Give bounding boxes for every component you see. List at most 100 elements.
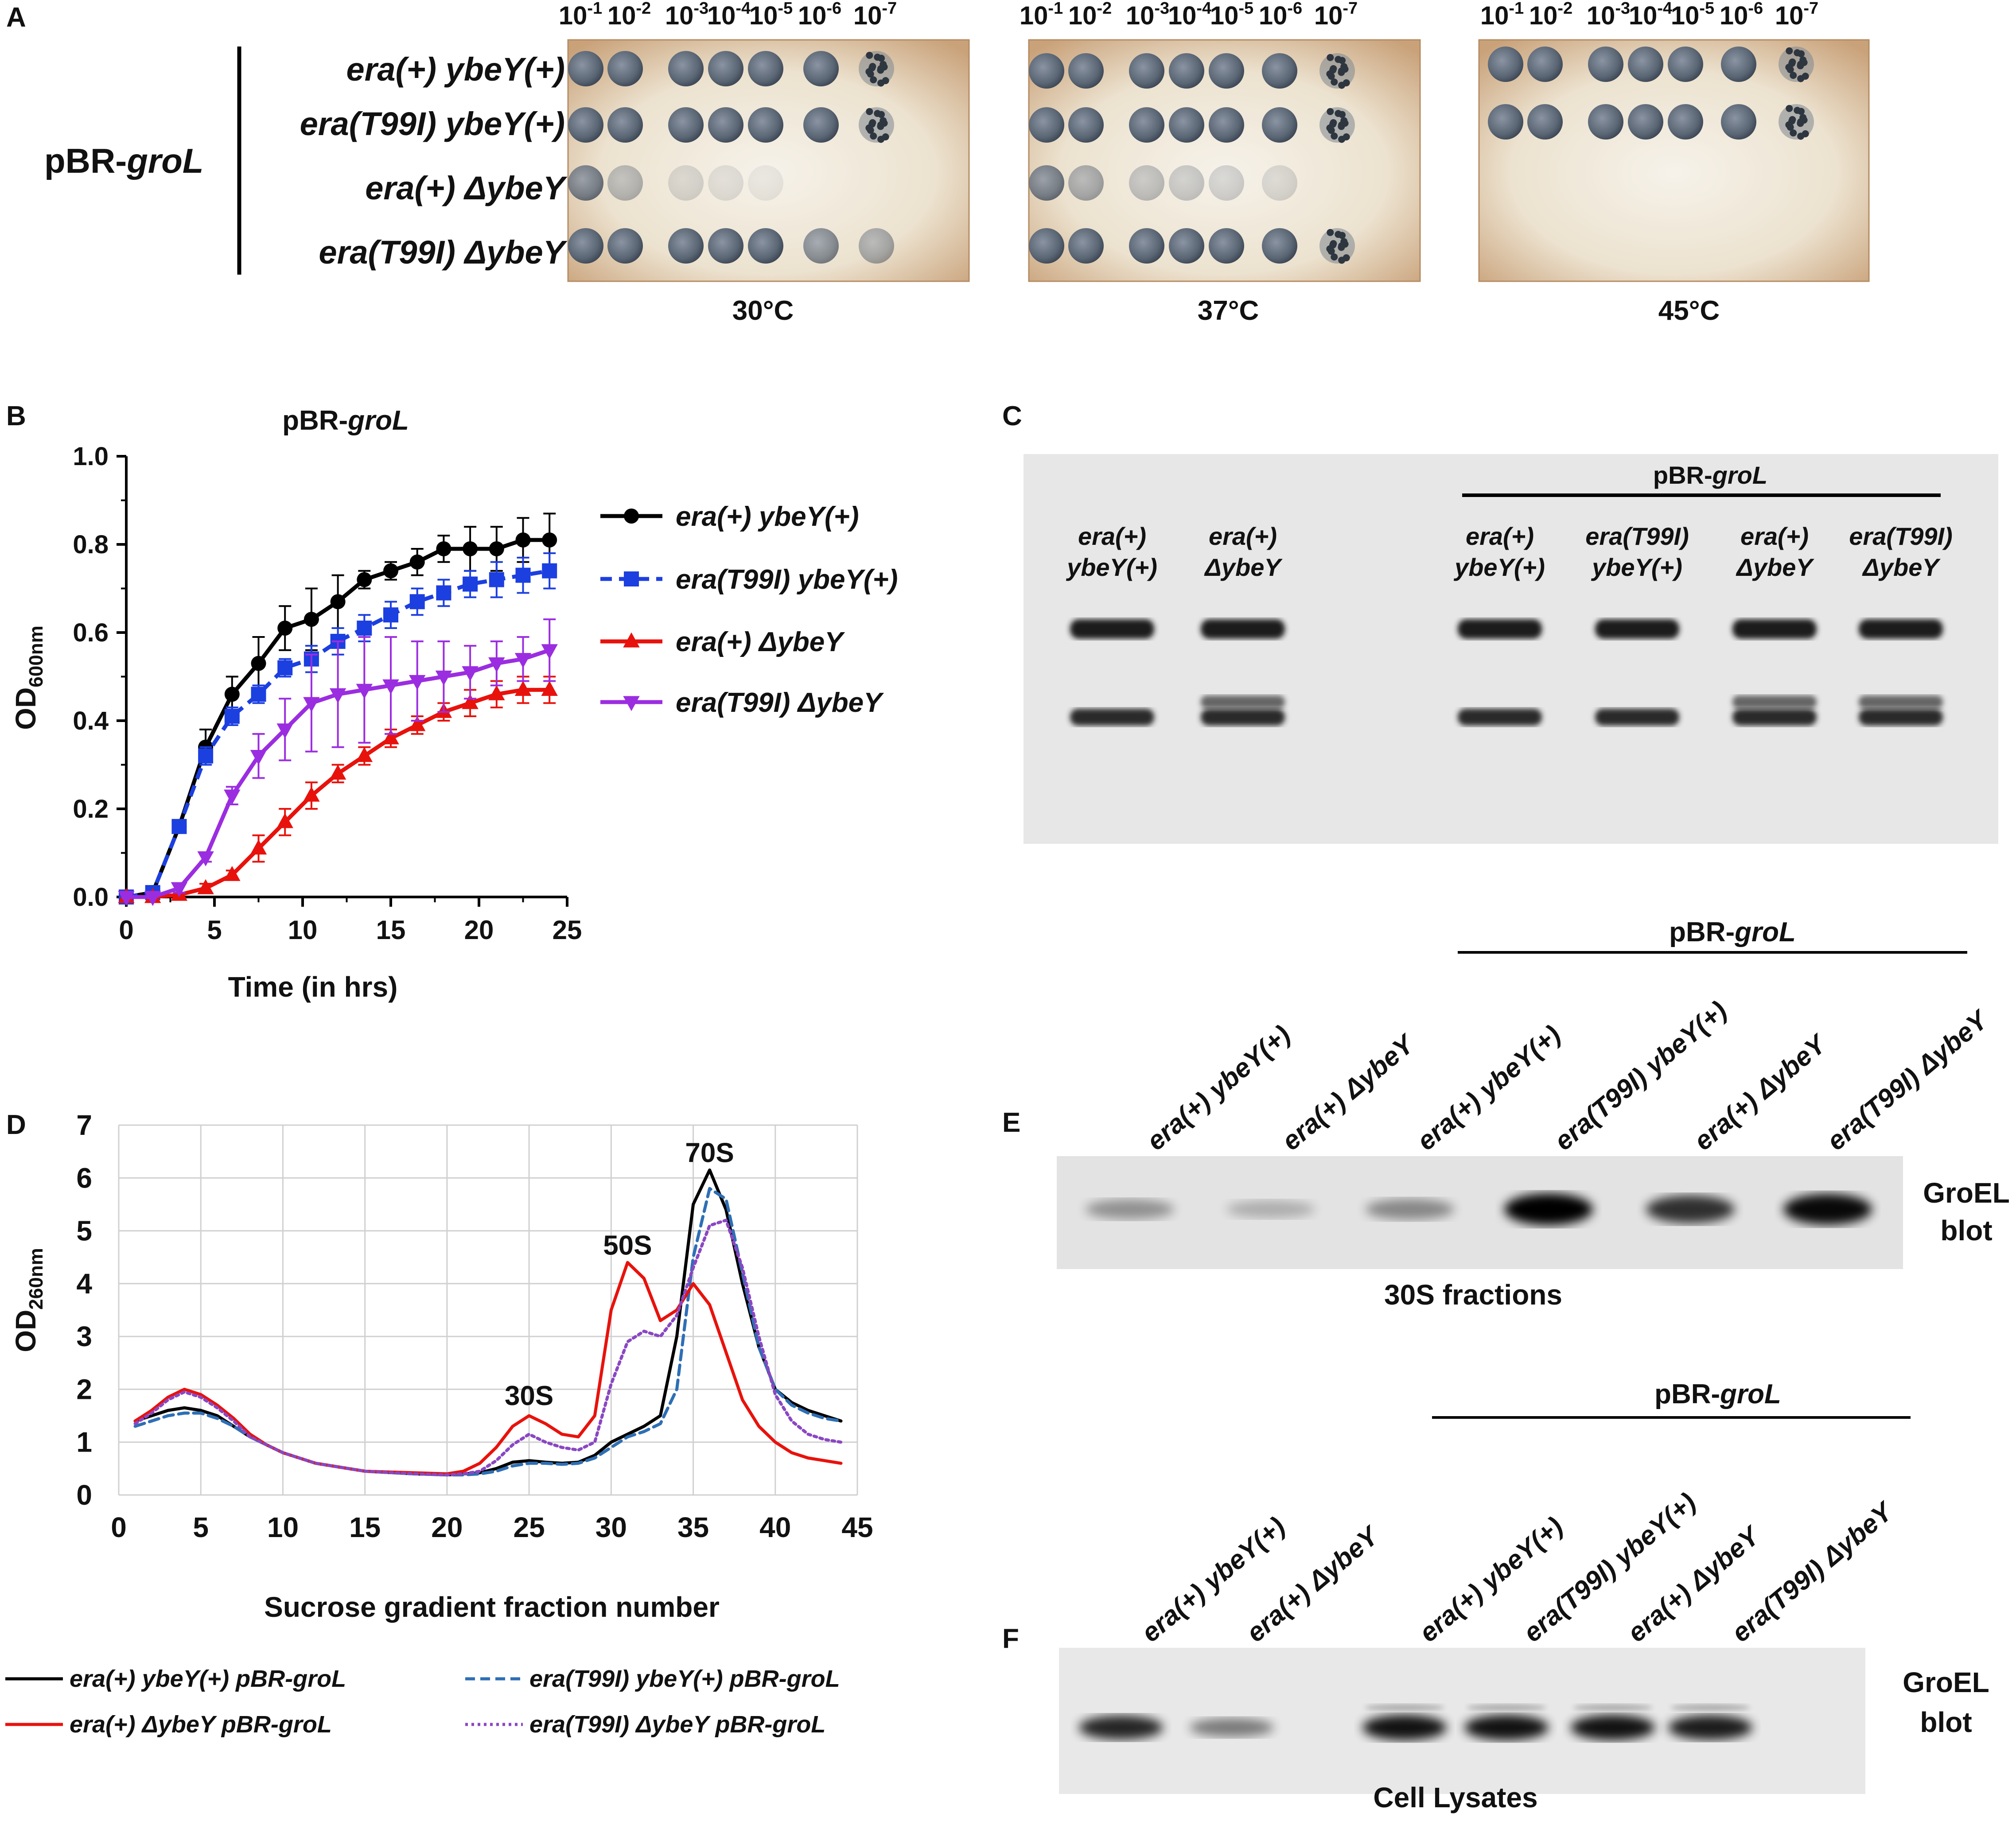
colony-spot [1129, 165, 1164, 201]
groel-upper-band [1670, 1704, 1750, 1711]
temp-label-37: 37°C [1198, 295, 1259, 326]
data-point [197, 851, 214, 866]
data-point [409, 716, 426, 731]
colony-spot [1527, 104, 1563, 140]
data-point [514, 653, 532, 668]
x-tick-label: 5 [193, 1511, 209, 1543]
data-point [436, 541, 451, 556]
lane-label-bottom: ΔybeY [1736, 553, 1814, 581]
band-16s [1859, 709, 1943, 726]
data-point [251, 687, 266, 702]
dilution-label: 10-3 [1126, 0, 1169, 30]
colony-spot [1129, 53, 1164, 89]
lane-label-bottom: ΔybeY [1862, 553, 1941, 581]
colony [1790, 72, 1797, 79]
legend-label: era(T99I) ybeY(+) [676, 564, 898, 595]
blot-f-plasmid-label: pBR-groL [1654, 1379, 1781, 1409]
gel-lane: era(+) ΔybeY [1732, 522, 1817, 726]
data-point [144, 891, 161, 906]
colony-spot [607, 107, 643, 143]
data-point [171, 882, 188, 897]
data-point [171, 819, 187, 834]
x-tick-label: 0 [119, 915, 133, 945]
dilution-label: 10-3 [665, 0, 708, 30]
band-16s [1595, 709, 1679, 726]
colony-spot [1129, 107, 1164, 143]
colony [1339, 111, 1346, 118]
colony-spot [668, 107, 704, 143]
colony-spot [1588, 47, 1623, 82]
panel-letter-a: A [6, 2, 26, 33]
groel-band [1190, 1718, 1274, 1737]
chart-b-series [118, 513, 558, 906]
lane-label-bottom: ybeY(+) [1066, 553, 1157, 581]
blot-e-plasmid-label: pBR-groL [1669, 917, 1796, 947]
legend-entry: era(+) ybeY(+) pBR-groL [5, 1666, 346, 1692]
colony-spot [1209, 107, 1244, 143]
data-point [251, 656, 266, 671]
plate-37°C [1028, 39, 1421, 282]
colony [1339, 232, 1346, 239]
colony-spot [1068, 165, 1104, 201]
y-tick-label: 1.0 [73, 442, 109, 471]
colony [1326, 70, 1334, 78]
colony-spot [803, 51, 839, 86]
colony-spot [1527, 47, 1563, 82]
x-tick-label: 30 [595, 1511, 627, 1543]
colony-spot [859, 228, 894, 264]
colony-spot [1029, 53, 1064, 89]
gel-lane: era(+) ybeY(+) [1453, 522, 1545, 726]
y-tick-label: 0.2 [73, 795, 109, 823]
colony [1326, 124, 1334, 132]
legend-marker [624, 571, 639, 586]
groel-band [1362, 1715, 1447, 1740]
x-tick-label: 0 [111, 1511, 127, 1543]
band-16s [1458, 709, 1542, 726]
gel-plasmid-label: pBR-groL [1653, 461, 1767, 489]
dilution-label: 10-6 [1720, 0, 1763, 30]
dilution-label: 10-1 [559, 0, 602, 30]
dilution-label: 10-5 [749, 0, 793, 30]
x-tick-label: 10 [288, 915, 318, 945]
temp-label-45: 45°C [1658, 295, 1720, 326]
data-point [224, 687, 240, 702]
colony-spot [1029, 107, 1064, 143]
data-point [224, 709, 240, 724]
colony-spot [1029, 165, 1064, 201]
data-point [329, 688, 346, 703]
colony-spot [803, 228, 839, 264]
groel-band [1646, 1195, 1735, 1223]
data-point [488, 657, 505, 673]
x-tick-label: 35 [677, 1511, 709, 1543]
data-point [463, 541, 478, 556]
data-point [409, 594, 425, 610]
colony-spot [708, 165, 743, 201]
colony-spot [1169, 53, 1204, 89]
groel-band [1571, 1715, 1655, 1740]
blot-e-lane-label: era(+) ybeY(+) [1411, 1019, 1566, 1156]
dilution-label: 10-4 [707, 0, 751, 30]
panel-b-growth-chart: B pBR-groL 0 5 10 15 20 250.00.20.40.60.81.0 … [6, 401, 898, 1003]
data-point [409, 675, 426, 690]
legend-marker [623, 632, 640, 648]
colony-spot [1262, 165, 1297, 201]
colony [1326, 245, 1334, 252]
colony [1800, 59, 1808, 66]
colony [866, 51, 873, 59]
legend-entry: era(T99I) ΔybeY pBR-groL [465, 1711, 825, 1738]
panel-e-groel-blot: E pBR-groL era(+) ybeY(+)era(+) ΔybeYera… [1002, 917, 2010, 1311]
data-point [303, 786, 320, 802]
gel-lane: era(T99I) ΔybeY [1849, 522, 1953, 726]
colony [1798, 108, 1805, 115]
dilution-label: 10-1 [1480, 0, 1524, 30]
y-tick-label: 7 [76, 1109, 92, 1141]
colony [866, 108, 873, 115]
data-point [329, 765, 346, 780]
colony [1785, 121, 1793, 128]
band-17s [1859, 695, 1943, 709]
groel-band [1668, 1715, 1752, 1740]
blot-e-lane-label: era(+) ybeY(+) [1141, 1019, 1296, 1156]
colony-spot [568, 107, 603, 143]
legend-entry: era(+) ΔybeY pBR-groL [5, 1711, 332, 1738]
